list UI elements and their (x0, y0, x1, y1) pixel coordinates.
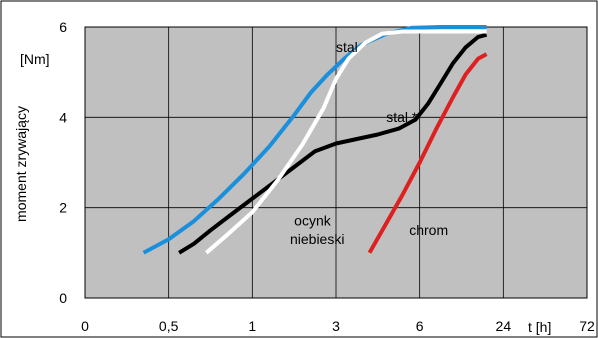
annotation-label: stal * (386, 109, 418, 125)
x-tick-label: 0,5 (159, 318, 179, 334)
x-tick-label: 6 (416, 318, 424, 334)
annotation-label: chrom (409, 222, 448, 238)
x-tick-label: 0 (81, 318, 89, 334)
x-axis-label: t [h] (528, 319, 551, 335)
series-lines (142, 25, 488, 255)
y-tick-label: 0 (59, 290, 67, 306)
x-tick-label: 3 (332, 318, 340, 334)
annotations: stal stal * ocynk niebieski chrom (290, 39, 448, 247)
y-axis-unit: [Nm] (20, 51, 50, 67)
y-tick-label: 6 (59, 19, 67, 35)
annotation-label: niebieski (290, 231, 344, 247)
series-line (204, 29, 487, 255)
x-tick-label: 72 (579, 318, 595, 334)
x-tick-labels: 0 0,5 1 3 6 24 72 (81, 318, 595, 334)
annotation-label: ocynk (294, 213, 332, 229)
annotation-label: stal (336, 39, 358, 55)
y-tick-label: 2 (59, 200, 67, 216)
y-tick-labels: 0 2 4 6 (59, 19, 67, 306)
y-axis-label: moment zrywający (13, 106, 29, 222)
series-line (367, 52, 488, 254)
x-tick-label: 1 (248, 318, 256, 334)
x-tick-label: 24 (496, 318, 512, 334)
y-tick-label: 4 (59, 109, 67, 125)
series-line (178, 32, 488, 255)
